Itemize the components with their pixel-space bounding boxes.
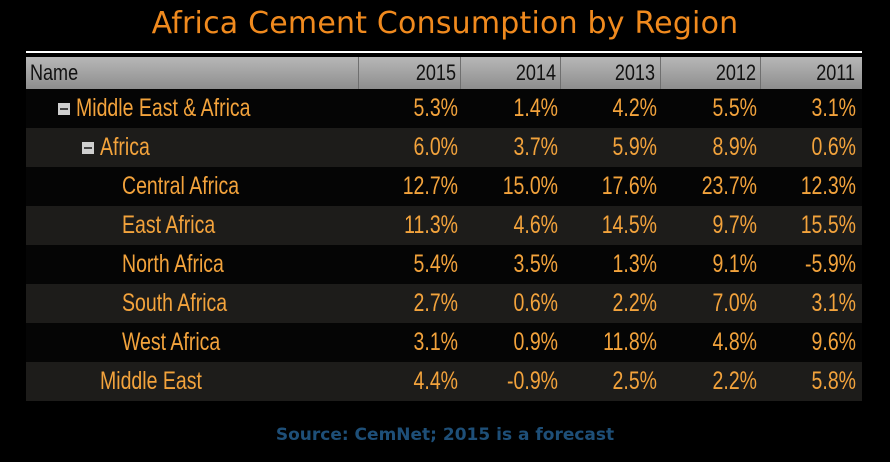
value-cell: 1.4% (513, 94, 558, 122)
value-cell: 9.6% (811, 328, 856, 356)
table-row: East Africa 11.3% 4.6% 14.5% 9.7% 15.5% (26, 206, 862, 245)
column-header-name: Name (30, 60, 79, 85)
value-cell: 9.1% (712, 250, 757, 278)
row-label: East Africa (122, 211, 216, 239)
value-cell: 12.3% (800, 172, 856, 200)
column-header-2014: 2014 (515, 60, 556, 85)
column-header-2011: 2011 (816, 60, 855, 85)
column-divider (660, 57, 661, 89)
table-header: Name 2015 2014 2013 2012 2011 (26, 57, 862, 89)
value-cell: 0.6% (513, 289, 558, 317)
row-label: Africa (100, 133, 150, 161)
value-cell: 12.7% (402, 172, 458, 200)
value-cell: 5.5% (712, 94, 757, 122)
value-cell: 2.2% (712, 367, 757, 395)
value-cell: 14.5% (601, 211, 657, 239)
value-cell: -0.9% (507, 367, 558, 395)
row-label: South Africa (122, 289, 228, 317)
table-row: Central Africa 12.7% 15.0% 17.6% 23.7% 12.3% (26, 167, 862, 206)
value-cell: 6.0% (413, 133, 458, 161)
row-label: Middle East (100, 367, 202, 395)
collapse-icon[interactable] (58, 103, 70, 115)
value-cell: 8.9% (712, 133, 757, 161)
row-label: North Africa (122, 250, 224, 278)
value-cell: 5.3% (413, 94, 458, 122)
value-cell: 2.7% (413, 289, 458, 317)
row-label: West Africa (122, 328, 221, 356)
row-label: Middle East & Africa (76, 94, 251, 122)
value-cell: 15.0% (502, 172, 558, 200)
column-divider (460, 57, 461, 89)
row-label: Central Africa (122, 172, 240, 200)
value-cell: 7.0% (712, 289, 757, 317)
value-cell: 3.5% (513, 250, 558, 278)
value-cell: 5.9% (612, 133, 657, 161)
table-row: Middle East & Africa 5.3% 1.4% 4.2% 5.5% 3.1% (26, 89, 862, 128)
value-cell: 3.7% (513, 133, 558, 161)
value-cell: 9.7% (712, 211, 757, 239)
value-cell: 0.6% (811, 133, 856, 161)
table-row: Middle East 4.4% -0.9% 2.5% 2.2% 5.8% (26, 362, 862, 401)
value-cell: 17.6% (601, 172, 657, 200)
value-cell: 2.5% (612, 367, 657, 395)
chart-title: Africa Cement Consumption by Region (151, 6, 739, 41)
title-divider (26, 51, 862, 53)
value-cell: 4.4% (413, 367, 458, 395)
table-row: Africa 6.0% 3.7% 5.9% 8.9% 0.6% (26, 128, 862, 167)
value-cell: 4.2% (612, 94, 657, 122)
value-cell: 4.8% (712, 328, 757, 356)
table-row: South Africa 2.7% 0.6% 2.2% 7.0% 3.1% (26, 284, 862, 323)
table-row: West Africa 3.1% 0.9% 11.8% 4.8% 9.6% (26, 323, 862, 362)
value-cell: 3.1% (811, 289, 856, 317)
column-header-2012: 2012 (715, 60, 756, 85)
table-row: North Africa 5.4% 3.5% 1.3% 9.1% -5.9% (26, 245, 862, 284)
value-cell: 11.3% (404, 211, 458, 239)
column-header-2015: 2015 (415, 60, 456, 85)
value-cell: -5.9% (805, 250, 856, 278)
value-cell: 3.1% (811, 94, 856, 122)
value-cell: 23.7% (701, 172, 757, 200)
source-note: Source: CemNet; 2015 is a forecast (275, 425, 615, 445)
value-cell: 2.2% (612, 289, 657, 317)
value-cell: 11.8% (603, 328, 657, 356)
value-cell: 3.1% (413, 328, 458, 356)
collapse-icon[interactable] (82, 142, 94, 154)
column-header-2013: 2013 (614, 60, 655, 85)
data-table: Name 2015 2014 2013 2012 2011 Middle Eas… (26, 57, 862, 403)
value-cell: 5.4% (413, 250, 458, 278)
value-cell: 4.6% (513, 211, 558, 239)
column-divider (358, 57, 359, 89)
value-cell: 15.5% (800, 211, 856, 239)
column-divider (560, 57, 561, 89)
value-cell: 0.9% (513, 328, 558, 356)
value-cell: 1.3% (612, 250, 657, 278)
column-divider (760, 57, 761, 89)
value-cell: 5.8% (811, 367, 856, 395)
